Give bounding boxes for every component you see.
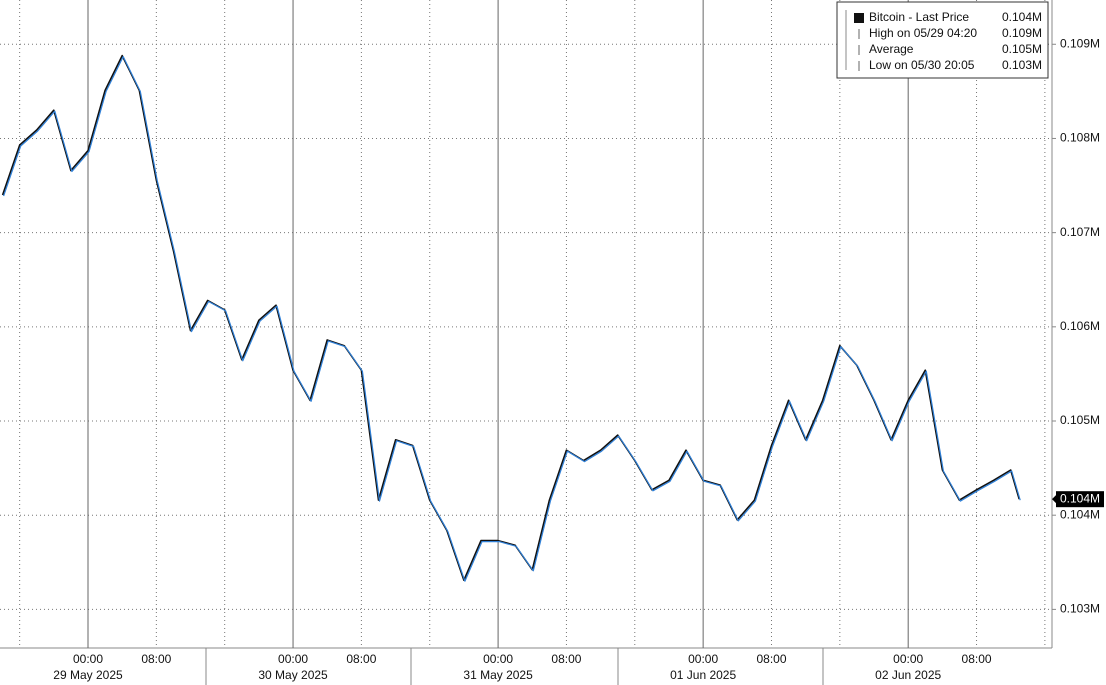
legend-value: 0.105M [1002, 42, 1042, 56]
x-tick-label: 00:00 [73, 652, 103, 666]
legend-name: High on 05/29 04:20 [869, 26, 977, 40]
legend-box [836, 1, 1049, 79]
y-tick-label: 0.109M [1060, 36, 1100, 50]
x-tick-label: 08:00 [962, 652, 992, 666]
x-tick-label: 00:00 [688, 652, 718, 666]
legend-icon [854, 13, 864, 23]
last-price-tag [1056, 491, 1104, 508]
y-tick-label: 0.104M [1060, 507, 1100, 521]
x-date-label: 29 May 2025 [53, 668, 123, 682]
x-tick-label: 00:00 [893, 652, 923, 666]
price-line-highlight [3, 56, 1021, 582]
legend-value: 0.104M [1002, 10, 1042, 24]
x-tick-label: 00:00 [278, 652, 308, 666]
x-tick-label: 00:00 [483, 652, 513, 666]
x-tick-label: 08:00 [756, 652, 786, 666]
y-tick-label: 0.106M [1060, 319, 1100, 333]
y-tick-label: 0.105M [1060, 413, 1100, 427]
x-date-label: 31 May 2025 [463, 668, 533, 682]
x-tick-label: 08:00 [346, 652, 376, 666]
x-tick-label: 08:00 [551, 652, 581, 666]
y-tick-label: 0.103M [1060, 602, 1100, 616]
x-date-label: 30 May 2025 [258, 668, 328, 682]
legend-name: Low on 05/30 20:05 [869, 58, 975, 72]
y-tick-label: 0.108M [1060, 131, 1100, 145]
legend: Bitcoin - Last Price 0.104M High on 05/29 … [836, 1, 1049, 79]
legend-name: Average [869, 42, 914, 56]
last-price-label: 0.104M [1060, 491, 1100, 505]
x-date-label: 02 Jun 2025 [875, 668, 941, 682]
x-tick-label: 08:00 [141, 652, 171, 666]
legend-name: Bitcoin - Last Price [869, 10, 969, 24]
x-date-label: 01 Jun 2025 [670, 668, 736, 682]
y-tick-label: 0.107M [1060, 225, 1100, 239]
legend-value: 0.109M [1002, 26, 1042, 40]
last-price-pointer [1052, 494, 1057, 505]
legend-value: 0.103M [1002, 58, 1042, 72]
day-separators [205, 648, 824, 685]
